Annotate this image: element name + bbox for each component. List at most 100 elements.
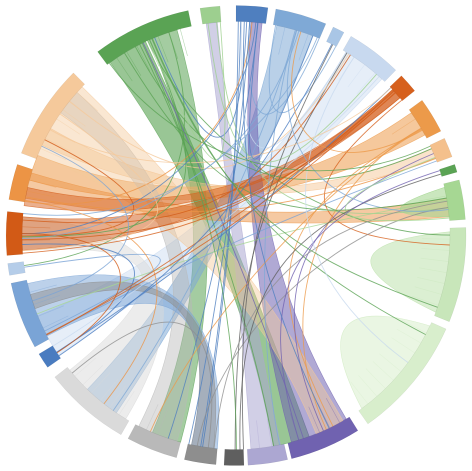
group-arc-green-light-a — [443, 179, 466, 221]
chord-line-46 — [286, 30, 449, 212]
arc-strand-green-dark-4 — [147, 40, 160, 67]
chord-line-52 — [32, 145, 129, 302]
group-arc-purple-dark — [287, 416, 359, 460]
arc-strand-orange-left-mid-1 — [26, 190, 55, 198]
group-arc-green-dark — [97, 10, 192, 65]
group-arc-orange-light — [429, 137, 453, 163]
chord-line-16 — [196, 207, 449, 447]
arc-strand-purple-light-2 — [256, 420, 260, 449]
chord-line-56 — [71, 321, 213, 448]
arc-strand-purple-dark-3 — [308, 406, 320, 433]
chord-line-17 — [293, 153, 434, 431]
chord-line-4 — [202, 21, 239, 447]
arc-strand-blue-lightest-2 — [347, 64, 366, 88]
chord-line-54 — [148, 22, 226, 161]
arc-strand-blue-left-mid-3 — [33, 295, 60, 305]
group-arc-blue-left-pale — [7, 261, 26, 276]
chord-ribbon-14 — [27, 274, 220, 450]
chord-line-53 — [58, 43, 333, 357]
arc-strand-purple-light-1 — [266, 418, 273, 447]
chord-line-13 — [22, 243, 135, 353]
chord-line-57 — [280, 170, 441, 441]
arc-strand-green-light-b-6 — [414, 286, 442, 295]
arc-strand-orange-left-light-4 — [56, 118, 81, 135]
chord-line-21 — [24, 32, 185, 267]
ribbons-layer — [21, 21, 451, 450]
group-arc-gray-light-b — [54, 366, 130, 436]
arc-strand-green-dark-5 — [157, 36, 169, 63]
arc-strand-green-light-b-7 — [411, 295, 439, 306]
group-arc-blue-left-mid — [10, 279, 50, 348]
chord-line-8 — [324, 99, 450, 246]
chord-line-28 — [22, 90, 394, 254]
arc-strand-green-light-c-6 — [372, 361, 394, 381]
group-arc-blue-left-dark — [38, 345, 62, 368]
chord-line-50 — [21, 233, 121, 354]
chord-line-11 — [25, 157, 436, 213]
group-arc-orange-left-dark — [5, 211, 24, 256]
arc-strand-green-light-a-1 — [418, 195, 447, 202]
arc-strand-orange-left-dark-1 — [22, 239, 51, 241]
arc-strand-green-light-c-7 — [365, 368, 386, 389]
arc-strand-purple-dark-1 — [325, 398, 340, 423]
arc-strand-orange-left-light-7 — [76, 92, 99, 112]
chord-line-14 — [216, 22, 449, 214]
arc-strand-green-dark-7 — [179, 28, 188, 56]
arc-strand-green-light-b-4 — [419, 267, 447, 273]
chord-line-60 — [305, 56, 409, 364]
chord-line-68 — [45, 92, 396, 335]
chord-line-42 — [141, 43, 237, 450]
chord-line-49 — [302, 127, 422, 430]
chord-line-64 — [248, 22, 314, 160]
chord-line-62 — [151, 38, 438, 308]
arc-strand-blue-mid-1 — [278, 27, 286, 55]
chord-ribbon-11 — [37, 86, 344, 435]
chord-line-27 — [264, 29, 296, 446]
arc-strand-blue-left-mid-2 — [37, 305, 64, 317]
chord-line-67 — [21, 37, 318, 239]
chord-line-6 — [268, 25, 337, 113]
arc-strand-orange-left-light-2 — [45, 138, 71, 152]
arc-strand-orange-left-dark-2 — [22, 226, 51, 229]
arc-strand-gray-light-b-5 — [82, 365, 104, 386]
group-arc-gray-mid — [184, 443, 218, 465]
arc-strand-green-light-c-9 — [350, 381, 369, 405]
arc-strand-green-light-b-3 — [420, 257, 449, 262]
arc-strand-gray-light-b-2 — [109, 385, 127, 409]
chord-ribbon-7 — [247, 21, 347, 443]
chord-line-24 — [167, 22, 259, 439]
chord-line-59 — [22, 113, 159, 252]
chord-line-70 — [21, 90, 395, 241]
self-ribbon-1 — [370, 231, 451, 313]
group-arc-blue-mid — [272, 8, 327, 39]
group-arc-green-tick — [439, 164, 458, 177]
arc-strand-gray-light-a-2 — [157, 408, 169, 435]
arc-strand-green-light-b-5 — [417, 277, 445, 284]
arc-strand-green-light-c-1 — [401, 319, 427, 334]
chord-line-63 — [124, 52, 447, 211]
chord-line-45 — [188, 21, 251, 445]
group-arc-blue-pale — [326, 26, 345, 47]
chord-line-55 — [239, 173, 442, 450]
chord-line-34 — [207, 23, 377, 163]
chord-line-5 — [200, 21, 242, 447]
arc-strand-gray-light-b-6 — [74, 357, 97, 377]
group-arc-gray-light-a — [127, 424, 181, 459]
chord-line-40 — [240, 21, 347, 149]
chord-line-18 — [36, 199, 448, 315]
arc-strand-orange-mid-1 — [391, 118, 416, 135]
chord-ribbon-16 — [23, 89, 401, 212]
chord-line-33 — [56, 87, 392, 353]
group-arc-green-light-b — [434, 227, 467, 323]
group-arcs-layer — [5, 5, 467, 466]
chord-line-43 — [21, 39, 187, 238]
chord-line-3 — [139, 44, 275, 447]
arc-strand-orange-left-light-1 — [40, 148, 67, 161]
chord-line-66 — [112, 30, 297, 411]
group-arc-orange-left-light — [20, 72, 86, 160]
group-arc-orange-mid — [408, 99, 442, 139]
arc-strand-gray-light-b-4 — [90, 372, 111, 394]
arc-strand-gray-light-b-1 — [118, 391, 135, 415]
arc-strand-blue-left-mid-1 — [42, 315, 69, 329]
